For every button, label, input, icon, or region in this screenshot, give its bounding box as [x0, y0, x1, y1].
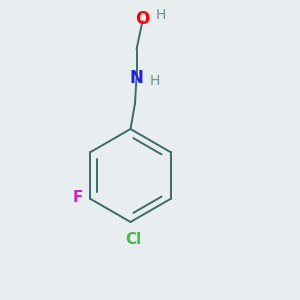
Text: H: H [150, 74, 160, 88]
Text: N: N [130, 69, 143, 87]
Text: F: F [72, 190, 83, 205]
Text: Cl: Cl [125, 232, 141, 247]
Text: H: H [156, 8, 166, 22]
Text: O: O [135, 11, 150, 28]
